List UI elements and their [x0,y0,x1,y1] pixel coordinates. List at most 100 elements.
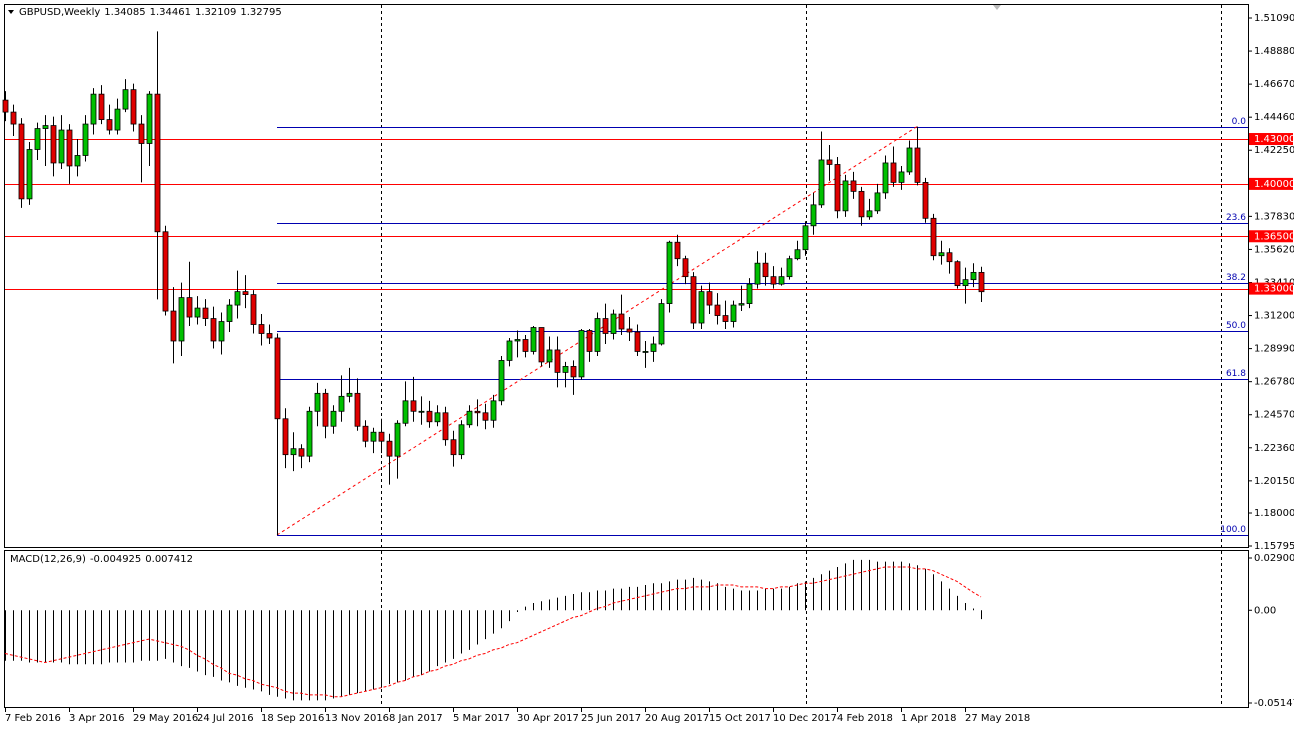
candle-body [434,412,441,423]
y-tick-label: 1.15795 [1254,541,1294,552]
candle-body [298,448,305,457]
candle-body [682,258,689,278]
candle-body [810,204,817,227]
x-tick-label: 18 Sep 2016 [261,713,324,724]
x-tick-label: 13 Nov 2016 [325,713,389,724]
candle-body [490,400,497,421]
candle-body [898,171,905,183]
candle-body [778,276,785,285]
candle-body [386,440,393,457]
candle-body [130,89,137,125]
candle-body [834,164,841,212]
x-tick-label: 27 May 2018 [965,713,1030,724]
x-tick-label: 5 Mar 2017 [453,713,510,724]
price-label: 1.33000 [1254,284,1294,295]
candle-body [522,339,529,352]
candle-body [802,225,809,251]
candle-body [474,410,481,414]
x-tick-label: 29 May 2016 [133,713,198,724]
candle-body [594,318,601,352]
candle-body [194,307,201,318]
candle-body [570,366,577,378]
candle-body [970,271,977,281]
candle-body [738,303,745,306]
candle-body [234,291,241,306]
x-tick-label: 25 Jun 2017 [581,713,641,724]
x-tick-label: 4 Feb 2018 [837,713,893,724]
candle-body [874,192,881,212]
y-tick-label: 1.51090 [1254,13,1294,24]
candle-body [514,339,521,342]
candle-body [274,337,281,420]
candle-body [2,99,9,113]
fib-label: 61.8 [1226,369,1246,379]
title-text: 1.32795 [240,7,281,18]
candle-body [746,283,753,304]
candle-body [258,324,265,334]
candle-body [770,276,777,285]
candle-body [546,349,553,363]
candle-body [138,123,145,144]
title-text: -0.004925 [90,554,141,565]
candle-body [26,149,33,200]
candle-body [42,125,49,129]
x-tick-label: 24 Jul 2016 [197,713,254,724]
candle-body [754,262,761,285]
x-tick-label: 3 Apr 2016 [69,713,124,724]
candle-body [978,271,985,293]
candle-body [674,241,681,260]
candle-body [50,125,57,164]
candle-body [10,111,17,125]
y-tick-label: 1.26780 [1254,377,1294,388]
candle-body [66,129,73,167]
candle-body [362,425,369,442]
candle-body [418,410,425,413]
candle-body [690,276,697,324]
candle-body [962,279,969,287]
candle-body [402,400,409,424]
x-tick-label: 30 Apr 2017 [517,713,579,724]
candle-body [498,360,505,402]
candle-body [714,304,721,316]
y-tick-label: 1.42250 [1254,145,1294,156]
title-text: 0.007412 [145,554,193,565]
fib-label: 50.0 [1226,321,1246,331]
candle-body [114,108,121,131]
candle-body [794,249,801,260]
candle-body [98,93,105,120]
candle-body [178,297,185,342]
fib-label: 0.0 [1232,117,1247,127]
title-text: MACD(12,26,9) [10,554,86,565]
candle-body [938,252,945,257]
candle-body [90,93,97,125]
y-tick-label: 1.46670 [1254,79,1294,90]
y-tick-label: 0.029008 [1254,553,1294,564]
candle-body [626,328,633,333]
candle-body [250,294,257,325]
candle-body [154,93,161,233]
candle-body [762,262,769,278]
shift-marker[interactable] [993,5,1001,10]
candle-body [210,318,217,342]
x-tick-label: 8 Jan 2017 [389,713,443,724]
menu-arrow[interactable] [8,10,14,14]
y-tick-label: 1.18000 [1254,508,1294,519]
y-tick-label: 1.28990 [1254,344,1294,355]
price-label: 1.40000 [1254,179,1294,190]
candle-body [818,159,825,206]
candle-body [338,395,345,412]
x-tick-label: 20 Aug 2017 [645,713,709,724]
candle-body [218,321,225,342]
price-label-box [1249,282,1293,295]
candle-body [162,231,169,312]
candle-body [370,431,377,442]
candle-body [34,128,41,150]
candle-body [890,162,897,183]
candle-body [858,190,865,218]
y-tick-label: 1.35620 [1254,244,1294,255]
candle-body [202,307,209,319]
signal-line [4,566,982,698]
x-tick-label: 10 Dec 2017 [773,713,837,724]
y-tick-label: -0.051476 [1254,698,1294,709]
